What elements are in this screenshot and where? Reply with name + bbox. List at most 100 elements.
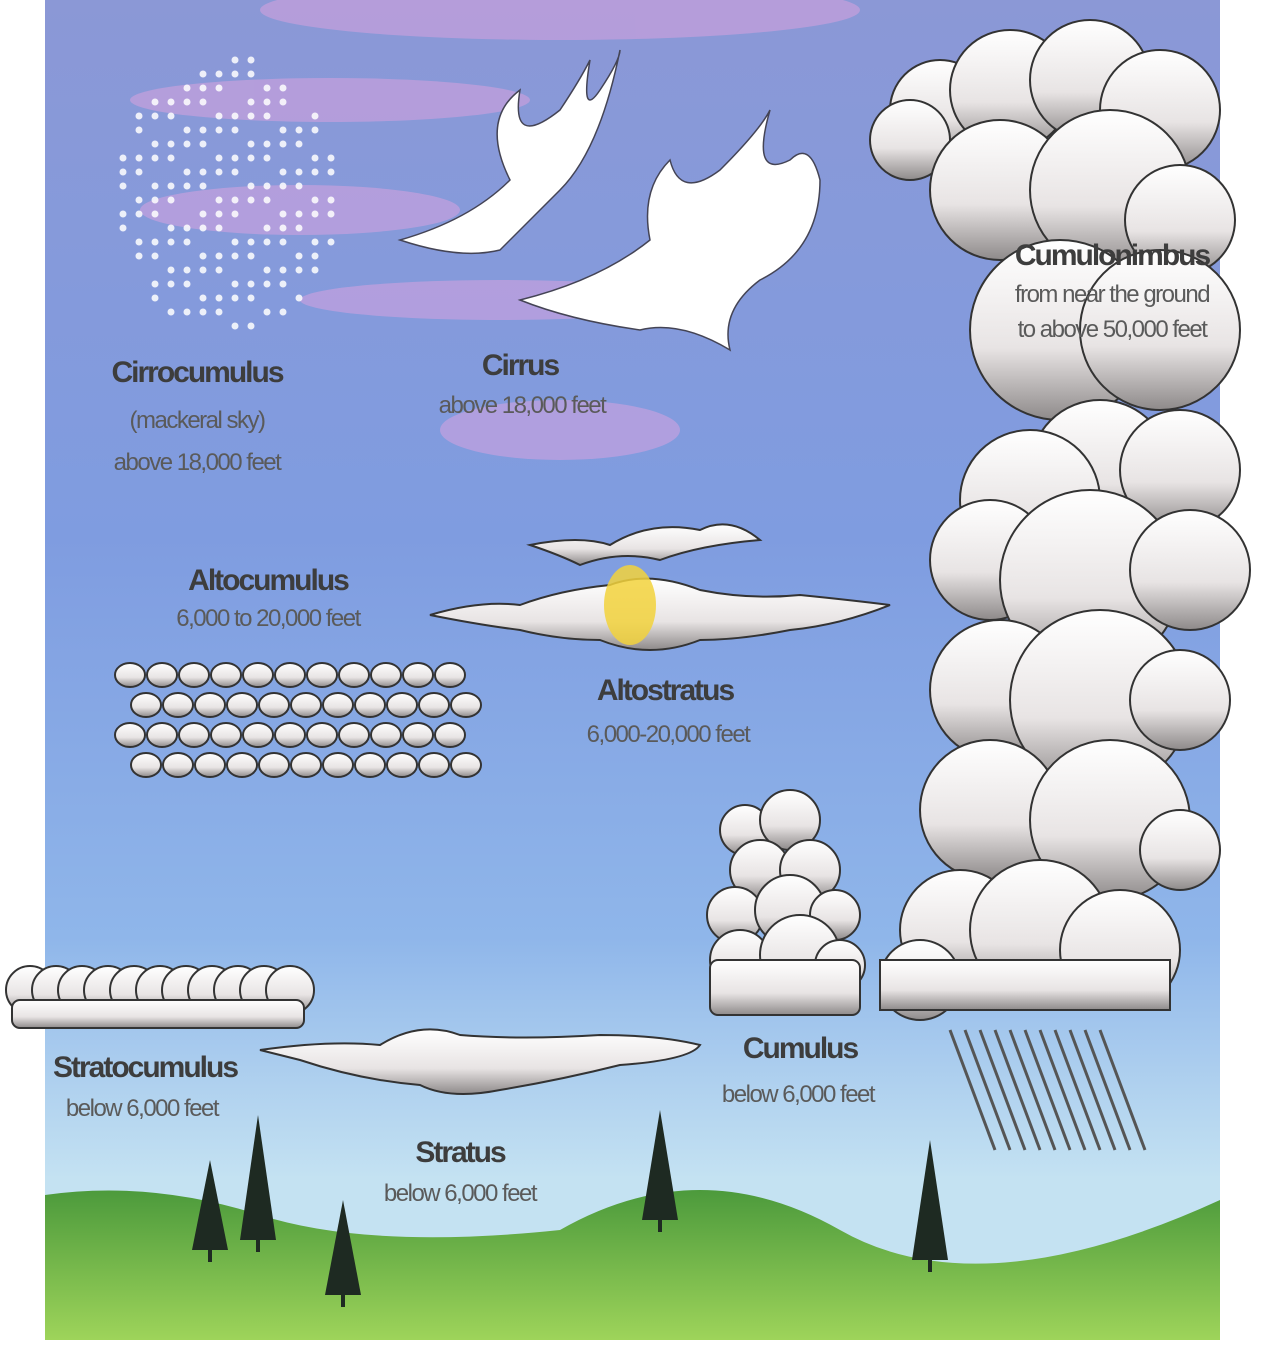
trees-part [341, 1293, 345, 1307]
cirrocumulus-cloud-part [328, 169, 335, 176]
cirrocumulus-cloud-part [248, 281, 255, 288]
cirrocumulus-cloud-part [184, 239, 191, 246]
cirrocumulus-cloud-part [168, 197, 175, 204]
altocumulus-cloud-part [243, 663, 273, 687]
altocumulus-cloud-part [243, 723, 273, 747]
cirrocumulus-cloud-part [216, 85, 223, 92]
cirrocumulus-cloud-part [248, 141, 255, 148]
altocumulus-cloud-part [435, 723, 465, 747]
cirrocumulus-cloud-part [184, 309, 191, 316]
cirrocumulus-cloud-part [152, 239, 159, 246]
altocumulus-cloud-part [195, 753, 225, 777]
cirrocumulus-cloud-part [152, 99, 159, 106]
cirrocumulus-cloud-part [232, 253, 239, 260]
cirrocumulus-cloud-part [312, 211, 319, 218]
cirrocumulus-cloud-part [280, 169, 287, 176]
labels-part: Altostratus [597, 674, 735, 707]
cirrocumulus-cloud-part [152, 281, 159, 288]
cirrocumulus-cloud-part [168, 113, 175, 120]
cirrocumulus-cloud-part [280, 239, 287, 246]
cirrocumulus-cloud-part [136, 197, 143, 204]
cirrocumulus-cloud-part [200, 253, 207, 260]
altocumulus-cloud-part [211, 663, 241, 687]
labels-part: below 6,000 feet [384, 1180, 538, 1207]
cirrocumulus-cloud-part [232, 323, 239, 330]
altocumulus-cloud-part [419, 753, 449, 777]
altocumulus-cloud-part [371, 723, 401, 747]
cirrocumulus-cloud-part [168, 155, 175, 162]
cirrocumulus-cloud-part [232, 295, 239, 302]
cirrocumulus-cloud-part [168, 183, 175, 190]
labels-part: below 6,000 feet [66, 1095, 220, 1122]
altocumulus-cloud-part [355, 753, 385, 777]
cirrocumulus-cloud-part [280, 127, 287, 134]
cirrocumulus-cloud-part [200, 295, 207, 302]
cirrocumulus-cloud-part [216, 127, 223, 134]
cirrocumulus-cloud-part [264, 309, 271, 316]
cirrocumulus-cloud-part [168, 309, 175, 316]
labels-part: (mackeral sky) [129, 407, 265, 434]
cirrocumulus-cloud-part [168, 141, 175, 148]
altocumulus-cloud-part [163, 693, 193, 717]
cirrocumulus-cloud-part [136, 155, 143, 162]
cirrocumulus-cloud-part [296, 183, 303, 190]
cirrocumulus-cloud-part [296, 211, 303, 218]
cirrocumulus-cloud-part [120, 169, 127, 176]
cirrocumulus-cloud-part [152, 211, 159, 218]
labels-part: above 18,000 feet [439, 392, 607, 419]
cirrocumulus-cloud-part [248, 323, 255, 330]
cirrocumulus-cloud-part [216, 155, 223, 162]
cirrocumulus-cloud-part [232, 113, 239, 120]
altocumulus-cloud-part [115, 663, 145, 687]
cirrocumulus-cloud-part [312, 113, 319, 120]
altocumulus-cloud-part [211, 723, 241, 747]
cirrocumulus-cloud-part [136, 169, 143, 176]
cirrocumulus-cloud-part [312, 239, 319, 246]
altocumulus-cloud-part [131, 693, 161, 717]
page: Cirrocumulus (mackeral sky) above 18,000… [0, 0, 1266, 1346]
cirrocumulus-cloud-part [248, 197, 255, 204]
cirrocumulus-cloud-part [296, 169, 303, 176]
cirrocumulus-cloud-part [248, 155, 255, 162]
cirrocumulus-cloud-part [184, 225, 191, 232]
cirrocumulus-cloud-part [200, 267, 207, 274]
altocumulus-cloud-part [387, 693, 417, 717]
cirrocumulus-cloud-part [264, 239, 271, 246]
altocumulus-cloud-part [147, 723, 177, 747]
cirrocumulus-cloud-part [296, 225, 303, 232]
cirrocumulus-cloud-part [200, 183, 207, 190]
cirrocumulus-cloud-part [264, 197, 271, 204]
cirrocumulus-cloud-part [152, 197, 159, 204]
labels-part: above 18,000 feet [114, 449, 282, 476]
cirrocumulus-cloud-part [184, 141, 191, 148]
altocumulus-cloud-part [403, 663, 433, 687]
cirrocumulus-cloud-part [152, 155, 159, 162]
cirrocumulus-cloud-part [248, 239, 255, 246]
altocumulus-cloud-part [291, 753, 321, 777]
cumulus-cloud-part [710, 960, 860, 1015]
cirrocumulus-cloud-part [184, 183, 191, 190]
cirrocumulus-cloud-part [280, 85, 287, 92]
cirrocumulus-cloud-part [312, 253, 319, 260]
cirrocumulus-cloud-part [168, 267, 175, 274]
cirrocumulus-cloud-part [280, 267, 287, 274]
cirrocumulus-cloud-part [120, 183, 127, 190]
altocumulus-cloud-part [355, 693, 385, 717]
altocumulus-cloud-part [275, 723, 305, 747]
altocumulus-cloud-part [387, 753, 417, 777]
cirrocumulus-cloud-part [216, 113, 223, 120]
labels-part: Altocumulus [188, 564, 349, 597]
cirrocumulus-cloud-part [328, 155, 335, 162]
cirrocumulus-cloud-part [152, 253, 159, 260]
cirrocumulus-cloud-part [184, 99, 191, 106]
cirrocumulus-cloud-part [216, 267, 223, 274]
altocumulus-cloud-part [371, 663, 401, 687]
cirrocumulus-cloud-part [280, 141, 287, 148]
cirrocumulus-cloud-part [232, 57, 239, 64]
cirrocumulus-cloud-part [136, 239, 143, 246]
altocumulus-cloud-part [275, 663, 305, 687]
altocumulus-cloud-part [291, 693, 321, 717]
cirrocumulus-cloud-part [312, 127, 319, 134]
cirrocumulus-cloud-part [136, 127, 143, 134]
cirrocumulus-cloud-part [216, 71, 223, 78]
